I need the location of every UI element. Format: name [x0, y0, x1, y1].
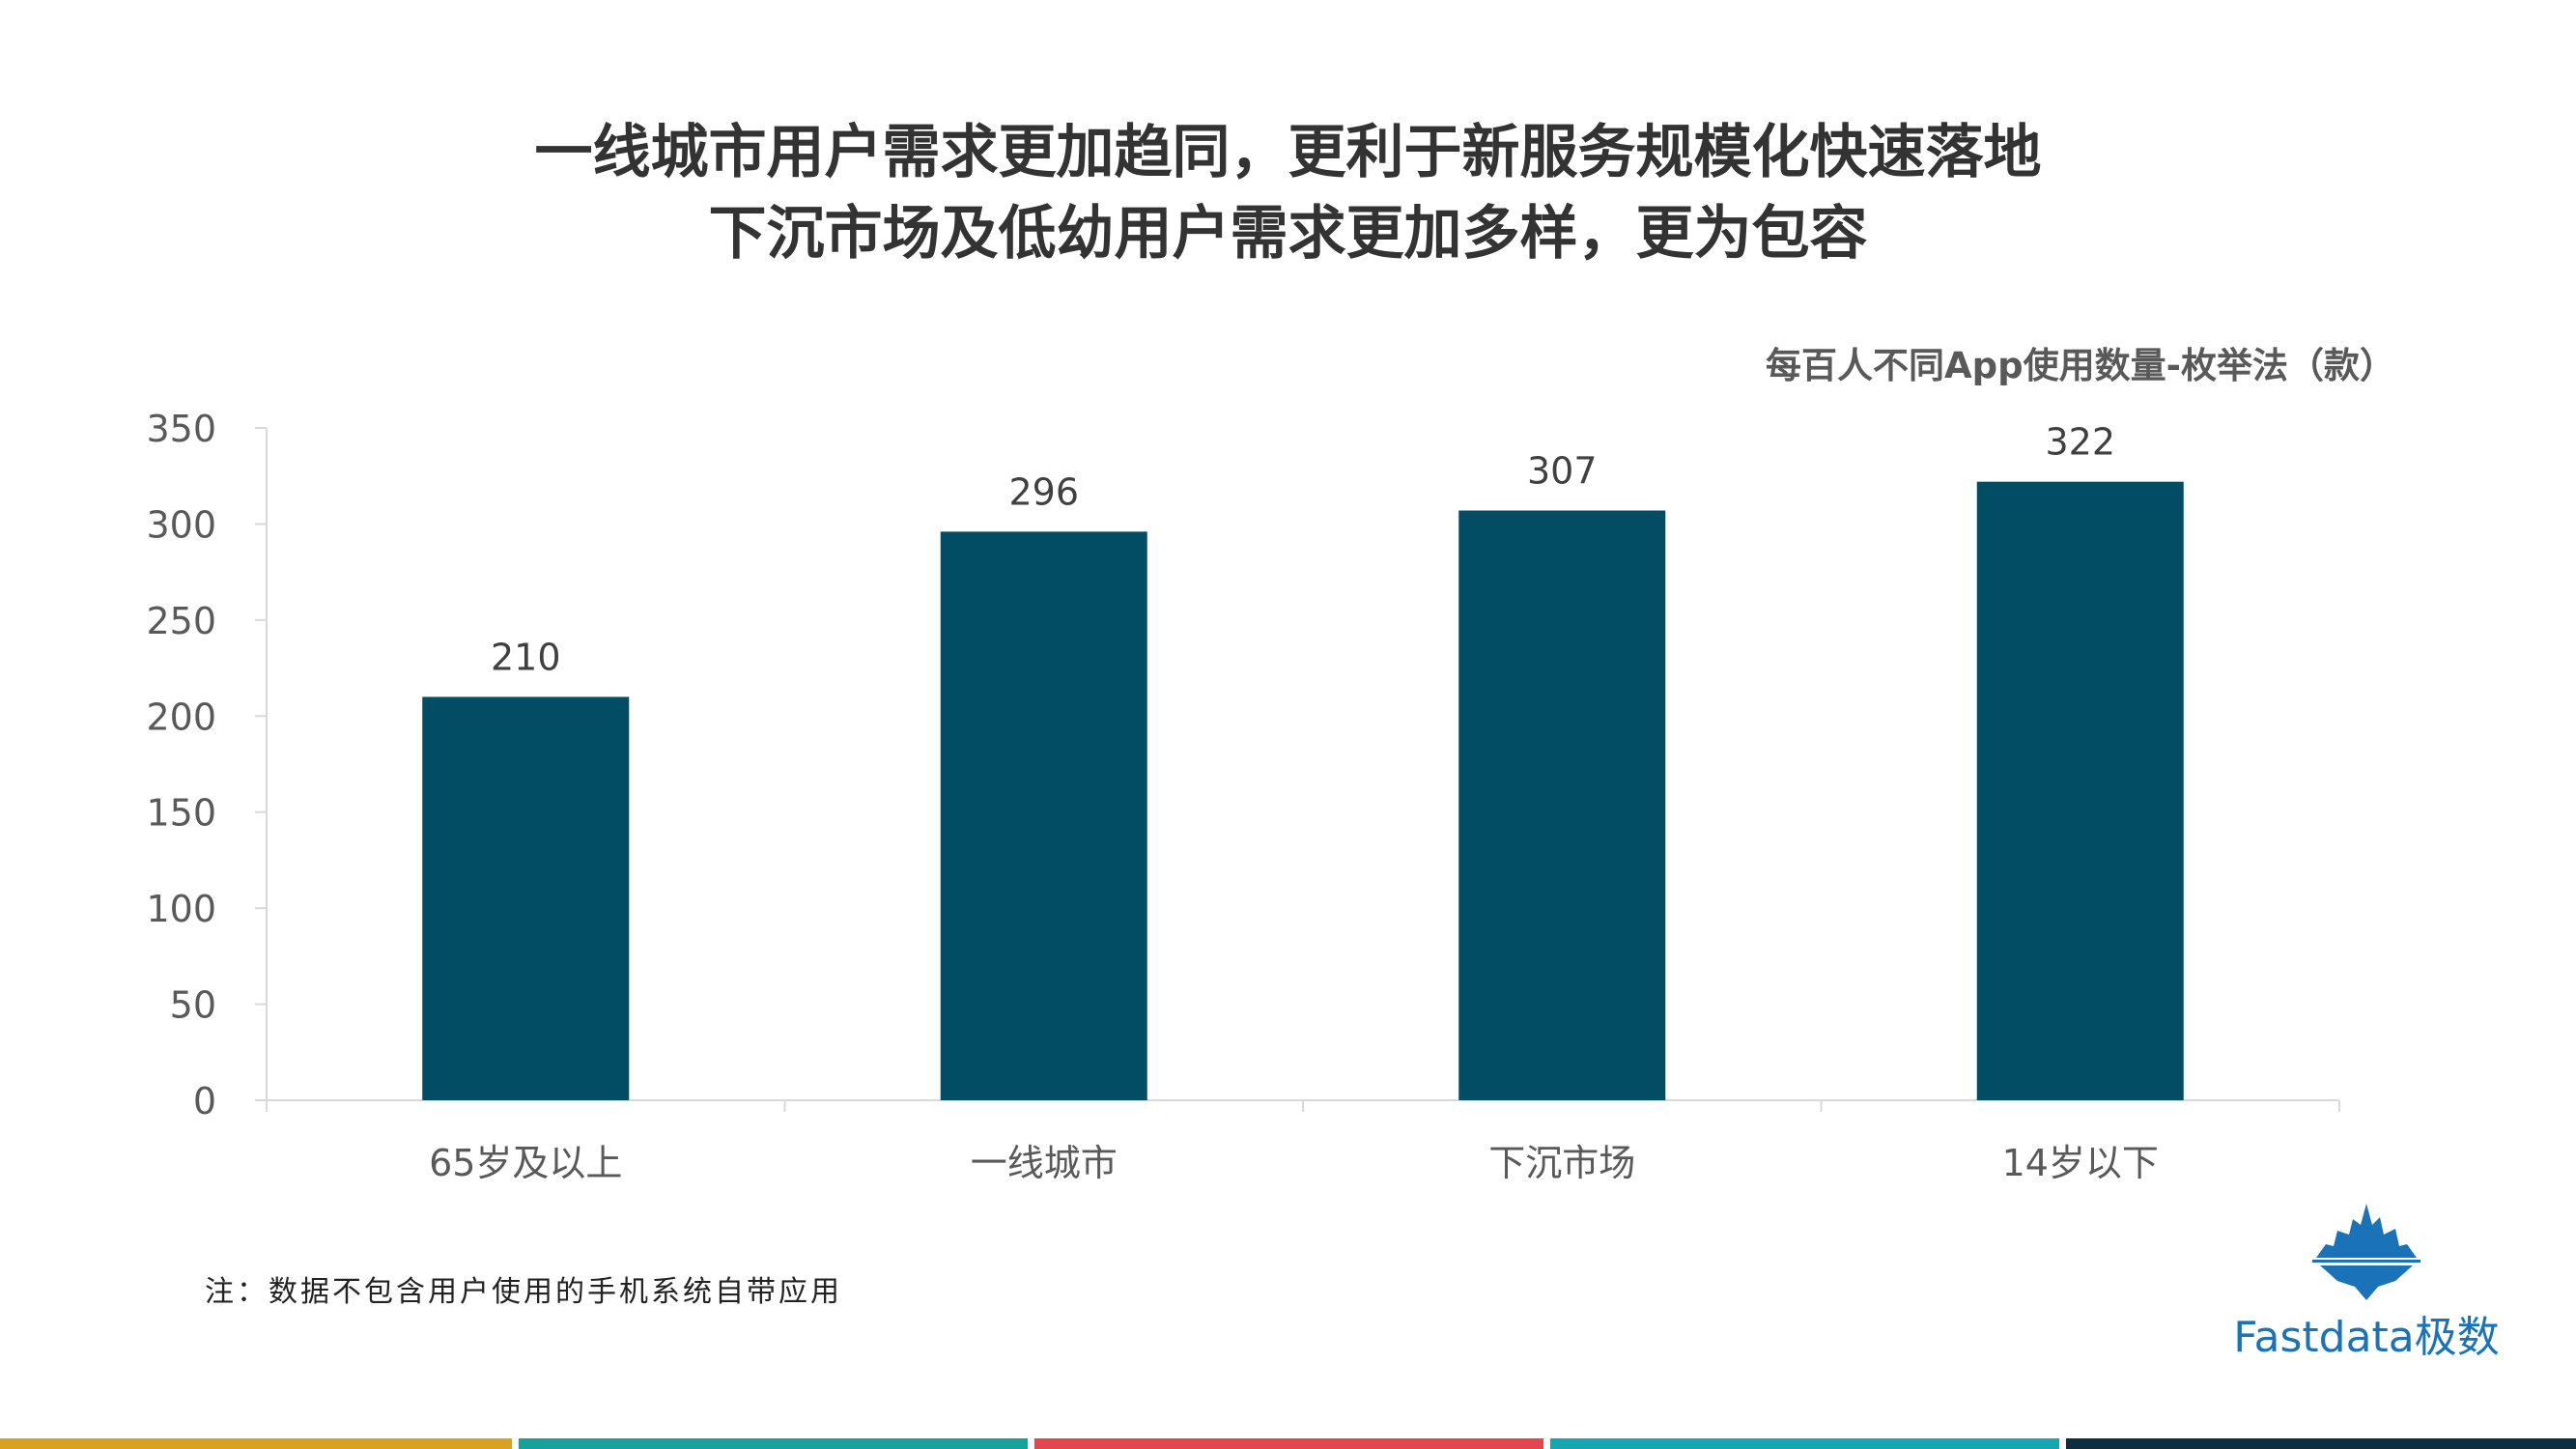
- logo-text: Fastdata极数: [2233, 1313, 2500, 1362]
- y-tick-label: 200: [146, 696, 216, 738]
- bar: [1458, 510, 1666, 1100]
- y-tick-label: 50: [170, 984, 216, 1027]
- brand-logo: Fastdata极数: [2222, 1202, 2511, 1366]
- x-tick-label: 65岁及以上: [429, 1142, 622, 1184]
- y-tick-label: 300: [146, 503, 216, 546]
- x-tick-label: 一线城市: [971, 1142, 1118, 1184]
- y-tick-label: 350: [146, 408, 216, 450]
- bottom-stripe: [0, 1438, 2576, 1449]
- chart-title: 每百人不同App使用数量-枚举法（款）: [1766, 345, 2395, 386]
- y-tick-label: 250: [146, 600, 216, 642]
- stripe-segment-5: [2066, 1438, 2576, 1449]
- iceberg-icon: [2312, 1204, 2420, 1300]
- bar: [940, 531, 1147, 1100]
- bar: [422, 696, 630, 1100]
- stripe-segment-2: [519, 1438, 1028, 1449]
- footnote: 注：数据不包含用户使用的手机系统自带应用: [205, 1275, 842, 1309]
- title-line-1: 一线城市用户需求更加趋同，更利于新服务规模化快速落地: [534, 119, 2042, 186]
- stripe-segment-3: [1034, 1438, 1543, 1449]
- stripe-segment-1: [0, 1438, 512, 1449]
- x-tick-label: 14岁以下: [2002, 1142, 2159, 1184]
- page-title: 一线城市用户需求更加趋同，更利于新服务规模化快速落地 下沉市场及低幼用户需求更加…: [0, 112, 2576, 274]
- data-label: 307: [1527, 450, 1598, 493]
- y-tick-label: 0: [193, 1080, 216, 1122]
- data-label: 296: [1008, 470, 1079, 513]
- x-tick-label: 下沉市场: [1488, 1142, 1635, 1184]
- data-label: 322: [2045, 421, 2115, 464]
- y-tick-label: 100: [146, 888, 216, 930]
- bar: [1976, 481, 2184, 1100]
- title-line-2: 下沉市场及低幼用户需求更加多样，更为包容: [708, 200, 1868, 268]
- data-label: 210: [491, 636, 561, 678]
- y-tick-label: 150: [146, 792, 216, 835]
- stripe-segment-4: [1550, 1438, 2059, 1449]
